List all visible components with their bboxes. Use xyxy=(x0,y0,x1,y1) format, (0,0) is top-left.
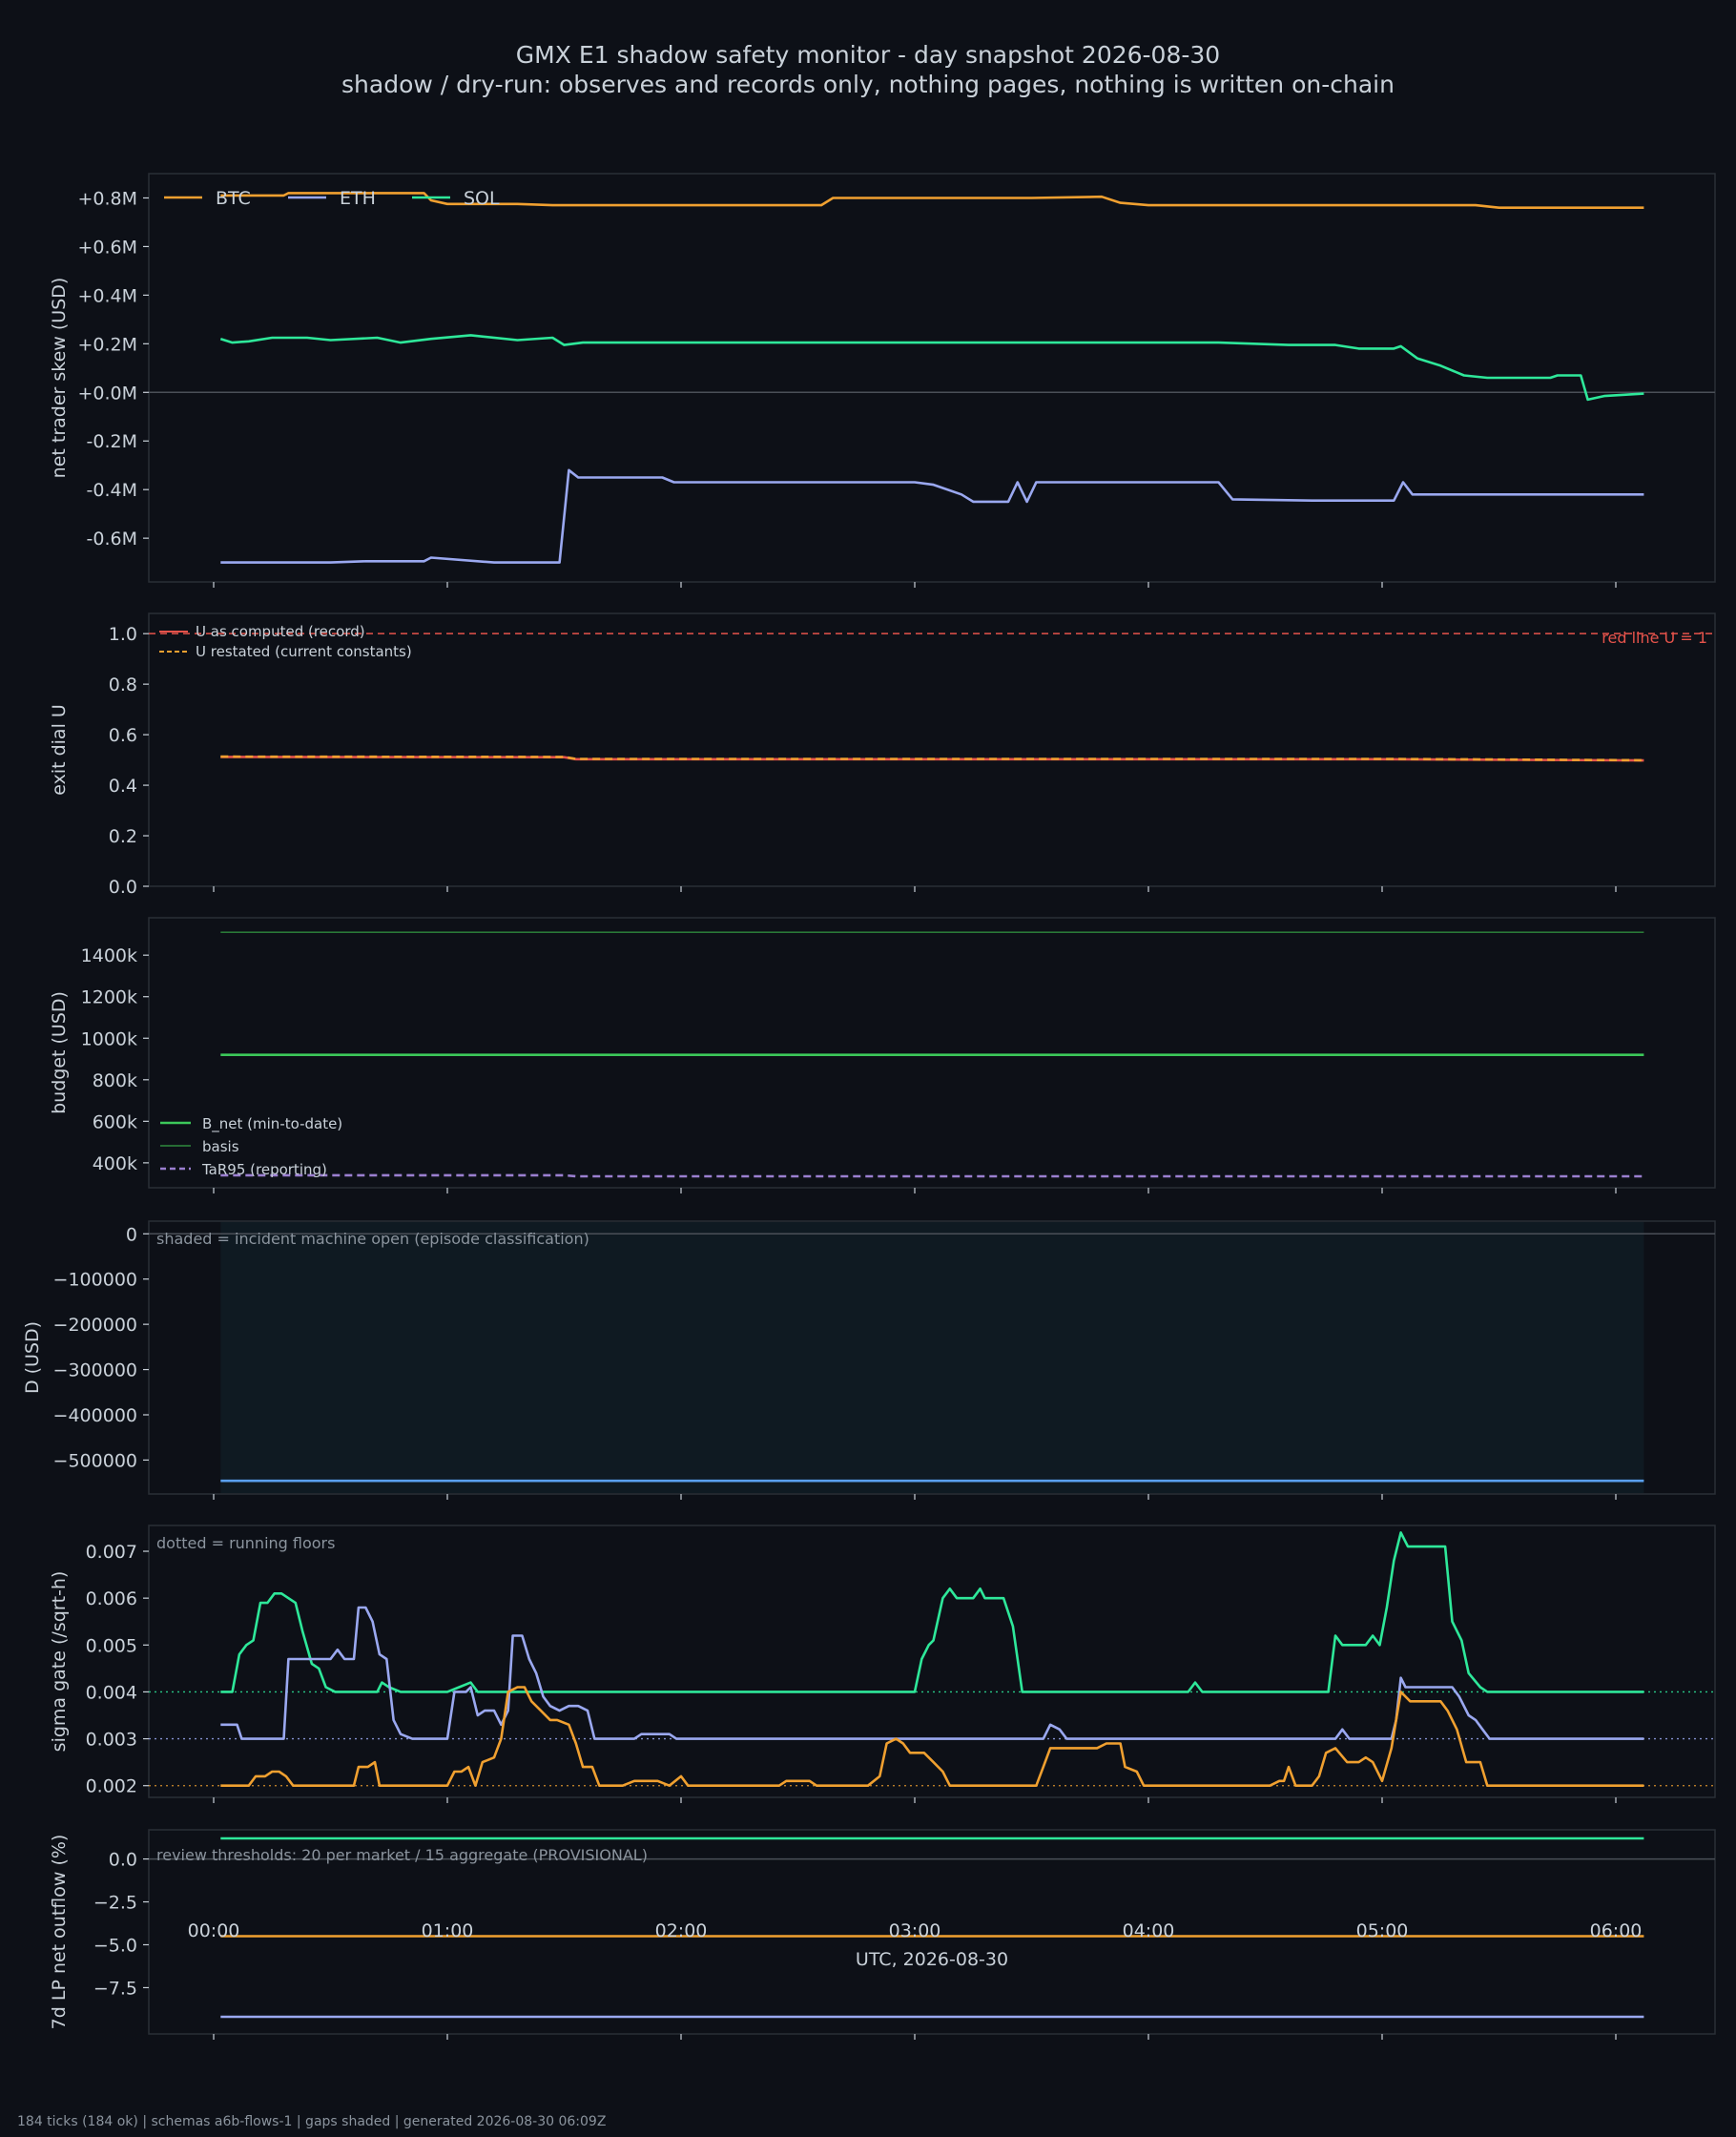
y-tick-label: -0.2M xyxy=(87,431,137,452)
legend-entry: BTC xyxy=(216,188,251,209)
series-line-u-restated-current-constants xyxy=(220,755,1644,762)
figure-title: GMX E1 shadow safety monitor - day snaps… xyxy=(516,41,1220,69)
y-tick-label: 0.6 xyxy=(109,725,137,746)
legend-entry: U restated (current constants) xyxy=(196,643,412,660)
panel-note: review thresholds: 20 per market / 15 ag… xyxy=(156,1846,648,1864)
legend-entry: B_net (min-to-date) xyxy=(202,1115,342,1133)
panel-4: 0 −100000 −200000 −300000 −400000 −500000 D (U… xyxy=(22,1220,1716,1500)
footer-status: 184 ticks (184 ok) | schemas a6b-flows-1… xyxy=(17,2114,606,2129)
y-tick-label: 0 xyxy=(126,1224,137,1245)
y-tick-label: −100000 xyxy=(53,1270,137,1291)
y-tick-label: −200000 xyxy=(53,1315,137,1336)
panel-frame xyxy=(148,612,1716,887)
y-tick-label: +0.0M xyxy=(77,383,137,404)
y-tick-label: +0.2M xyxy=(77,334,137,355)
legend-entry: U as computed (record) xyxy=(196,623,365,640)
panel-frame xyxy=(148,173,1716,583)
legend-entry: SOL xyxy=(464,188,500,209)
series-line-btc xyxy=(220,192,1644,209)
figure-subtitle: shadow / dry-run: observes and records o… xyxy=(341,71,1395,98)
panel-6: 0.0 −2.5 −5.0 −7.5 7d LP net outflow (%) revi… xyxy=(49,1829,1716,2040)
x-tick-label: 01:00 xyxy=(422,1920,474,1941)
legend-entry: ETH xyxy=(340,188,376,209)
x-axis-label: UTC, 2026-08-30 xyxy=(856,1949,1008,1970)
y-tick-label: −5.0 xyxy=(93,1935,137,1956)
y-tick-label: 1400k xyxy=(81,945,137,966)
y-tick-label: 0.003 xyxy=(86,1730,137,1751)
incident-shaded-region xyxy=(220,1222,1644,1493)
panel-frame xyxy=(148,1829,1716,2035)
y-tick-label: 1000k xyxy=(81,1028,137,1049)
y-tick-label: 0.2 xyxy=(109,826,137,847)
series-line-btc xyxy=(220,1686,1644,1787)
series-line-sol xyxy=(220,1531,1644,1693)
y-tick-label: −300000 xyxy=(53,1360,137,1381)
y-tick-label: 0.0 xyxy=(109,1850,137,1871)
y-tick-label: −2.5 xyxy=(93,1893,137,1914)
y-axis-label: budget (USD) xyxy=(49,991,70,1114)
y-tick-label: −400000 xyxy=(53,1405,137,1426)
y-tick-label: +0.8M xyxy=(77,188,137,209)
panel-frame xyxy=(148,917,1716,1189)
x-tick-label: 06:00 xyxy=(1590,1920,1643,1941)
x-tick-label: 05:00 xyxy=(1356,1920,1409,1941)
y-tick-label: 600k xyxy=(93,1111,137,1132)
panel-frame xyxy=(148,1525,1716,1798)
y-tick-label: 1.0 xyxy=(109,624,137,645)
y-axis-label: 7d LP net outflow (%) xyxy=(49,1835,70,2030)
y-tick-label: 400k xyxy=(93,1153,137,1174)
y-tick-label: 0.004 xyxy=(86,1682,137,1703)
legend-entry: TaR95 (reporting) xyxy=(201,1161,327,1178)
y-tick-label: 0.006 xyxy=(86,1588,137,1609)
x-tick-label: 00:00 xyxy=(188,1920,240,1941)
red-line-label: red line U = 1 xyxy=(1602,629,1707,647)
y-tick-label: 0.005 xyxy=(86,1635,137,1656)
x-tick-label: 04:00 xyxy=(1123,1920,1175,1941)
panel-5: 0.007 0.006 0.005 0.004 0.003 0.002 sigma gate… xyxy=(49,1525,1716,1803)
y-tick-label: 0.002 xyxy=(86,1776,137,1797)
series-line-eth xyxy=(220,468,1644,564)
panel-1: +0.8M +0.6M +0.4M +0.2M +0.0M -0.2M -0.4M -0.6M… xyxy=(49,173,1716,588)
y-axis-label: D (USD) xyxy=(22,1321,43,1394)
y-axis-label: net trader skew (USD) xyxy=(49,278,70,479)
y-tick-label: −500000 xyxy=(53,1450,137,1471)
series-line-tar95-reporting xyxy=(220,1173,1644,1178)
y-tick-label: -0.6M xyxy=(87,529,137,550)
panel-note: dotted = running floors xyxy=(156,1534,335,1552)
y-tick-label: 0.0 xyxy=(109,877,137,898)
y-axis-label: exit dial U xyxy=(49,704,70,796)
y-tick-label: 0.007 xyxy=(86,1542,137,1563)
chart-panels: +0.8M +0.6M +0.4M +0.2M +0.0M -0.2M -0.4M -0.6M… xyxy=(22,173,1716,2040)
y-axis-label: sigma gate (/sqrt-h) xyxy=(49,1571,70,1753)
y-tick-label: 1200k xyxy=(81,987,137,1008)
y-tick-label: 800k xyxy=(93,1070,137,1091)
x-tick-label: 03:00 xyxy=(889,1920,941,1941)
panel-note: shaded = incident machine open (episode … xyxy=(156,1230,589,1248)
legend-entry: basis xyxy=(202,1138,239,1155)
x-tick-label: 02:00 xyxy=(655,1920,708,1941)
y-tick-label: +0.4M xyxy=(77,285,137,306)
panel-2: red line U = 1 1.0 0.8 0.6 0.4 0.2 0.0 exit dia… xyxy=(49,612,1716,898)
panel-3: 1400k 1200k 1000k 800k 600k 400k budget (USD) B… xyxy=(49,917,1716,1193)
y-tick-label: −7.5 xyxy=(93,1978,137,1999)
y-tick-label: +0.6M xyxy=(77,237,137,258)
y-tick-label: -0.4M xyxy=(87,480,137,501)
y-tick-label: 0.8 xyxy=(109,674,137,695)
series-line-sol xyxy=(219,334,1644,402)
y-tick-label: 0.4 xyxy=(109,776,137,797)
